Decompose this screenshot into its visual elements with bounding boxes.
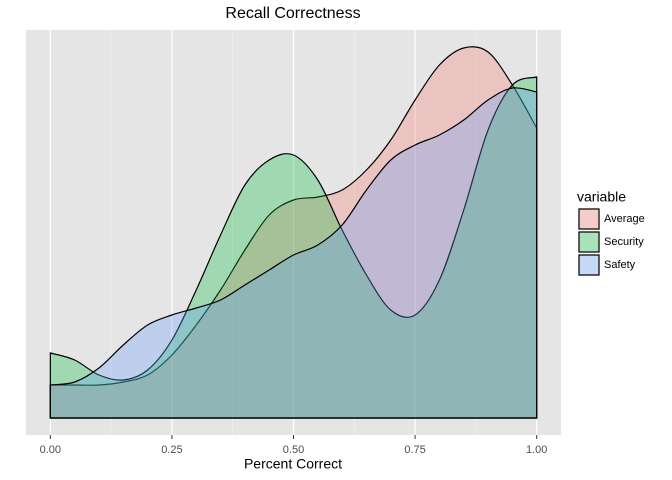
legend-title: variable [577, 189, 626, 205]
legend-label: Safety [604, 259, 636, 271]
chart-title: Recall Correctness [225, 5, 360, 22]
legend-swatch [578, 231, 600, 253]
density-area [49, 87, 538, 419]
legend-swatch [578, 254, 600, 276]
density-area [49, 76, 538, 419]
legend-swatch [578, 208, 600, 230]
x-tick-label: 0.75 [404, 444, 425, 456]
x-tick-label: 0.50 [283, 444, 304, 456]
x-tick-label: 1.00 [526, 444, 547, 456]
legend-key [578, 208, 600, 230]
legend-label: Average [604, 213, 645, 225]
legend-label: Security [604, 236, 644, 248]
density-area [49, 46, 538, 419]
x-tick-label: 0.25 [161, 444, 182, 456]
x-axis-label: Percent Correct [244, 456, 342, 472]
x-tick-label: 0.00 [40, 444, 61, 456]
legend-key [578, 231, 600, 253]
legend-key [578, 254, 600, 276]
